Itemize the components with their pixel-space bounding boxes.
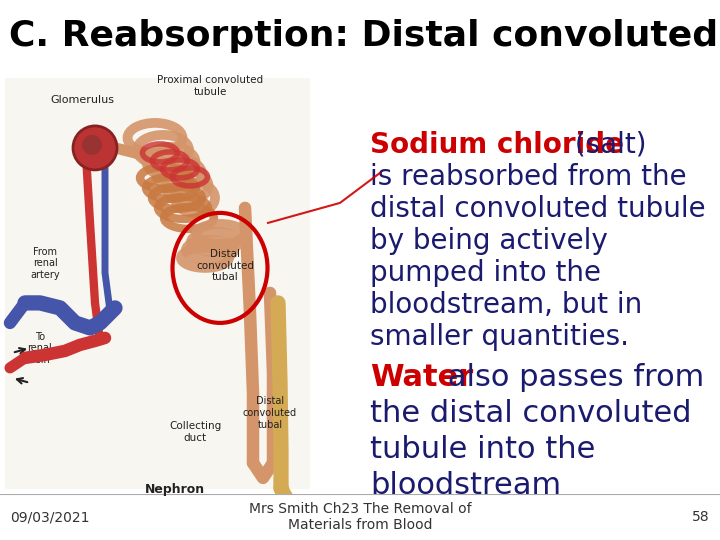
Text: bloodstream: bloodstream [370,471,561,500]
FancyBboxPatch shape [5,78,310,489]
Text: Distal
convoluted
tubal: Distal convoluted tubal [243,396,297,429]
Text: is reabsorbed from the: is reabsorbed from the [370,163,687,191]
Text: Nephron: Nephron [145,483,205,496]
Text: From
renal
artery: From renal artery [30,247,60,280]
Text: bloodstream, but in: bloodstream, but in [370,291,642,319]
Circle shape [82,135,102,155]
Text: Water: Water [370,363,473,392]
Text: C. Reabsorption: Distal convoluted tubule: C. Reabsorption: Distal convoluted tubul… [9,19,720,53]
Text: Mrs Smith Ch23 The Removal of
Materials from Blood: Mrs Smith Ch23 The Removal of Materials … [248,502,472,532]
Text: Sodium chloride: Sodium chloride [370,131,624,159]
Text: (salt): (salt) [566,131,647,159]
Text: smaller quantities.: smaller quantities. [370,323,629,351]
Text: To
renal
vein: To renal vein [27,332,53,365]
Text: the distal convoluted: the distal convoluted [370,399,691,428]
Text: 09/03/2021: 09/03/2021 [10,510,89,524]
Text: distal convoluted tubule: distal convoluted tubule [370,195,706,223]
Text: Proximal convoluted
tubule: Proximal convoluted tubule [157,75,263,97]
Text: 58: 58 [693,510,710,524]
Text: also passes from: also passes from [438,363,704,392]
Text: Distal
convoluted
tubal: Distal convoluted tubal [196,249,254,282]
Text: by being actively: by being actively [370,227,608,255]
Text: Collecting
duct: Collecting duct [169,421,221,443]
Text: pumped into the: pumped into the [370,259,601,287]
Circle shape [73,126,117,170]
Text: Glomerulus: Glomerulus [50,95,114,105]
Text: tubule into the: tubule into the [370,435,595,464]
